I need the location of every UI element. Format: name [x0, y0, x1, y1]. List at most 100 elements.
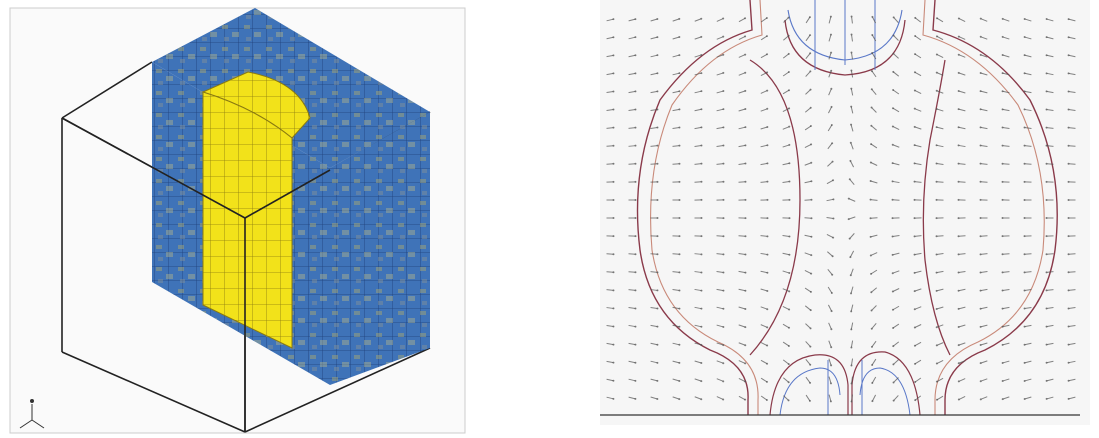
- field-arrow-head: [831, 255, 834, 258]
- field-arrow: [760, 181, 768, 183]
- field-arrow: [606, 360, 614, 364]
- field-arrow-head: [891, 235, 894, 238]
- field-arrow-head: [1023, 379, 1026, 382]
- field-arrow-head: [634, 271, 637, 274]
- field-arrow-head: [700, 35, 703, 38]
- field-arrow-head: [766, 344, 769, 347]
- field-arrow-head: [1045, 90, 1048, 93]
- field-arrow: [914, 324, 922, 328]
- field-arrow-head: [1001, 289, 1004, 292]
- field-arrow-head: [1067, 289, 1070, 292]
- field-arrow: [828, 376, 832, 384]
- field-arrow-head: [979, 253, 982, 256]
- field-arrow: [851, 394, 853, 402]
- field-arrow-head: [935, 271, 938, 274]
- field-background: [600, 0, 1090, 425]
- field-arrow: [827, 286, 833, 294]
- field-arrow: [849, 250, 855, 258]
- field-arrow-head: [744, 344, 747, 347]
- field-arrow-head: [957, 217, 960, 220]
- field-arrow-head: [979, 362, 982, 365]
- field-arrow: [870, 180, 878, 184]
- field-arrow-head: [656, 217, 659, 220]
- field-arrow-head: [700, 362, 703, 365]
- field-arrow: [606, 145, 614, 147]
- field-arrow-head: [722, 325, 725, 328]
- field-arrow-head: [678, 289, 681, 292]
- field-arrow: [827, 161, 833, 167]
- field-arrow-head: [1067, 397, 1070, 400]
- field-arrow: [738, 342, 746, 346]
- field-arrow-head: [914, 16, 917, 19]
- field-arrow: [782, 235, 790, 237]
- field-arrow: [827, 251, 833, 257]
- field-arrow-head: [1067, 144, 1070, 147]
- field-arrow: [760, 395, 768, 401]
- field-arrow-head: [766, 308, 769, 311]
- field-arrow: [914, 90, 922, 94]
- field-arrow: [892, 341, 900, 347]
- field-arrow-head: [935, 235, 938, 238]
- field-arrow-head: [979, 53, 982, 56]
- field-arrow-head: [700, 108, 703, 111]
- field-arrow: [694, 378, 702, 382]
- field-arrow: [760, 35, 768, 41]
- field-arrow-head: [766, 198, 769, 201]
- field-arrow-head: [891, 308, 894, 311]
- field-arrow-head: [891, 198, 894, 201]
- field-arrow: [958, 324, 966, 328]
- field-arrow-head: [1001, 325, 1004, 328]
- field-arrow-head: [832, 236, 835, 239]
- field-arrow-head: [810, 180, 813, 183]
- field-arrow: [936, 54, 944, 58]
- field-arrow-head: [722, 253, 725, 256]
- field-arrow-head: [766, 107, 769, 110]
- field-arrow: [914, 17, 922, 23]
- field-arrow: [716, 288, 724, 292]
- field-arrow-head: [849, 274, 852, 277]
- field-arrow-head: [656, 54, 659, 57]
- field-arrow: [958, 90, 966, 94]
- mesh-cutaway-svg: [9, 7, 466, 434]
- field-arrow: [694, 253, 702, 255]
- field-arrow: [716, 163, 724, 165]
- field-arrow-head: [979, 72, 982, 75]
- field-arrow: [606, 90, 614, 94]
- field-arrow: [871, 107, 877, 113]
- field-arrow-head: [744, 108, 747, 111]
- field-arrow-head: [957, 344, 960, 347]
- field-arrow: [826, 198, 834, 202]
- field-arrow: [892, 234, 900, 238]
- field-arrow: [738, 253, 746, 255]
- field-arrow-head: [1023, 271, 1026, 274]
- field-arrow: [936, 108, 944, 112]
- field-arrow: [760, 306, 768, 310]
- field-arrow-head: [979, 162, 982, 165]
- field-arrow: [1046, 108, 1054, 112]
- field-arrow-head: [869, 235, 872, 238]
- field-arrow: [782, 288, 790, 292]
- field-arrow-head: [700, 53, 703, 56]
- field-arrow: [805, 89, 811, 95]
- field-arrow-head: [1045, 343, 1048, 346]
- field-arrow-head: [634, 289, 637, 292]
- field-arrow-head: [809, 70, 812, 73]
- field-arrow-head: [700, 72, 703, 75]
- field-arrow: [650, 90, 658, 94]
- field-arrow-head: [913, 326, 916, 329]
- field-arrow-head: [612, 235, 615, 238]
- field-arrow: [672, 108, 680, 112]
- field-arrow: [871, 376, 877, 384]
- field-arrow-head: [913, 180, 916, 183]
- field-arrow-head: [892, 363, 895, 366]
- field-arrow-head: [1023, 217, 1026, 220]
- field-arrow: [826, 216, 834, 220]
- field-arrow: [936, 90, 944, 94]
- field-arrow-head: [891, 217, 894, 220]
- field-arrow: [936, 270, 944, 274]
- field-arrow-head: [935, 53, 938, 56]
- field-arrow-head: [787, 344, 790, 347]
- field-arrow-head: [788, 198, 791, 201]
- field-arrow-head: [957, 53, 960, 56]
- field-arrow-head: [829, 33, 832, 36]
